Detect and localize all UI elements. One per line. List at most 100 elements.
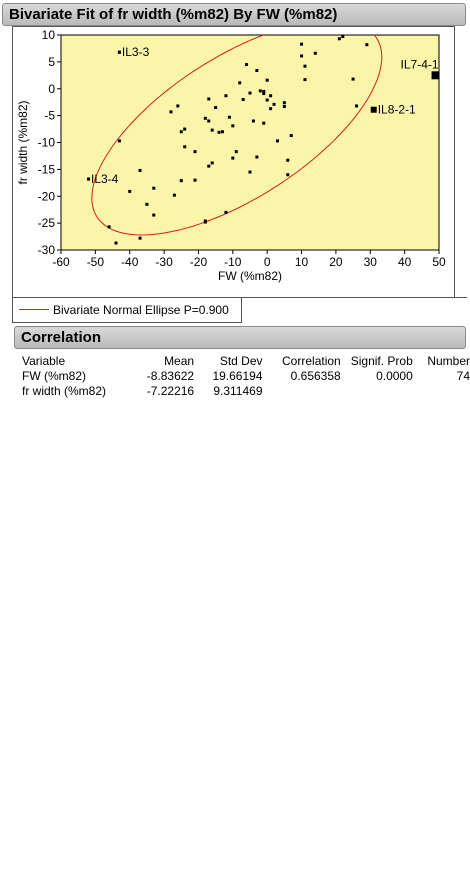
table-cell xyxy=(413,384,470,399)
data-point xyxy=(183,145,187,149)
data-point xyxy=(179,179,183,183)
labeled-data-point xyxy=(370,106,377,113)
table-cell: 74 xyxy=(456,369,470,383)
data-point xyxy=(210,128,214,132)
data-point xyxy=(138,168,142,172)
data-point xyxy=(269,94,273,98)
labeled-data-point xyxy=(117,50,121,54)
data-point xyxy=(262,92,266,96)
data-point xyxy=(251,119,255,123)
x-tick-label: -60 xyxy=(52,255,70,269)
data-point xyxy=(282,101,286,105)
y-tick-label: -15 xyxy=(38,162,56,176)
data-point xyxy=(207,119,211,123)
data-point xyxy=(128,189,132,193)
data-point xyxy=(258,89,262,93)
data-point xyxy=(303,78,307,82)
data-point xyxy=(183,127,187,131)
data-point xyxy=(234,150,238,154)
table-cell: FW (%m82) xyxy=(22,369,86,383)
data-point xyxy=(255,155,259,159)
table-header-row: Variable Mean Std Dev Correlation Signif… xyxy=(22,354,470,369)
data-point xyxy=(282,104,286,108)
table-cell: 0.656358 xyxy=(290,369,341,383)
col-header: Mean xyxy=(164,354,195,368)
data-point xyxy=(275,139,279,143)
y-tick-label: -10 xyxy=(38,136,56,150)
data-point xyxy=(203,219,207,223)
data-point xyxy=(286,158,290,162)
correlation-table: Variable Mean Std Dev Correlation Signif… xyxy=(22,354,470,399)
bivariate-ellipse xyxy=(91,35,383,236)
table-cell: -7.22216 xyxy=(146,384,195,398)
data-point xyxy=(152,213,156,217)
table-row: FW (%m82) -8.83622 19.66194 0.656358 0.0… xyxy=(22,369,470,384)
x-tick-label: 20 xyxy=(329,255,343,269)
x-tick-label: -50 xyxy=(87,255,105,269)
x-tick-label: -20 xyxy=(190,255,208,269)
col-header: Number xyxy=(427,354,470,368)
data-point xyxy=(217,130,221,134)
data-point xyxy=(169,110,173,114)
x-tick-label: 10 xyxy=(295,255,309,269)
correlation-title: Correlation xyxy=(21,329,102,346)
data-point xyxy=(262,89,266,93)
data-point xyxy=(207,164,211,168)
data-point xyxy=(107,225,111,229)
y-tick-label: 0 xyxy=(48,82,55,96)
data-point xyxy=(152,186,156,190)
point-label: IL8-2-1 xyxy=(378,103,416,117)
point-label: IL3-3 xyxy=(122,45,150,59)
table-cell: 0.0000 xyxy=(376,369,413,383)
y-tick-label: -5 xyxy=(44,109,55,123)
data-point xyxy=(255,68,259,72)
labeled-data-point xyxy=(86,177,90,181)
table-cell: -8.83622 xyxy=(146,369,195,383)
ellipse-legend-swatch xyxy=(19,309,49,310)
data-point xyxy=(114,241,118,245)
legend-box: Bivariate Normal Ellipse P=0.900 xyxy=(12,297,242,323)
y-tick-label: -25 xyxy=(38,216,56,230)
data-point xyxy=(300,42,304,46)
x-axis-label: FW (%m82) xyxy=(218,269,282,283)
x-tick-label: 50 xyxy=(432,255,446,269)
y-tick-label: -30 xyxy=(38,243,56,257)
data-point xyxy=(145,202,149,206)
x-tick-label: 0 xyxy=(264,255,271,269)
correlation-header[interactable]: Correlation xyxy=(14,326,466,349)
data-point xyxy=(248,170,252,174)
data-point xyxy=(207,97,211,101)
bivariate-panel-header[interactable]: Bivariate Fit of fr width (%m82) By FW (… xyxy=(2,3,466,26)
y-tick-label: -20 xyxy=(38,189,56,203)
col-header: Variable xyxy=(22,354,66,368)
x-tick-label: 40 xyxy=(398,255,412,269)
table-cell xyxy=(341,384,413,399)
data-point xyxy=(176,104,180,108)
col-header: Signif. Prob xyxy=(350,354,413,368)
data-point xyxy=(224,94,228,98)
data-point xyxy=(193,178,197,182)
plot-area xyxy=(60,34,440,251)
scatter-chart: -60 -50 -40 -30 -20 -10 0 10 20 30 40 50-30-25-20-1… xyxy=(16,28,446,283)
point-label: IL7-4-1 xyxy=(401,57,439,71)
data-point xyxy=(117,139,121,143)
data-point xyxy=(214,106,218,110)
data-point xyxy=(265,78,269,82)
y-axis-label: fr width (%m82) xyxy=(16,100,30,184)
data-point xyxy=(262,121,266,125)
data-point xyxy=(337,37,341,41)
table-cell: 19.66194 xyxy=(212,369,263,383)
data-point xyxy=(172,193,176,197)
ellipse-legend-label: Bivariate Normal Ellipse P=0.900 xyxy=(53,303,229,317)
data-point xyxy=(269,107,273,111)
data-point xyxy=(272,102,276,106)
data-point xyxy=(248,91,252,95)
data-point xyxy=(210,161,214,165)
data-point xyxy=(231,156,235,160)
legend-divider xyxy=(12,297,467,298)
data-point xyxy=(231,124,235,128)
data-point xyxy=(355,104,359,108)
data-point xyxy=(221,130,225,134)
data-point xyxy=(351,77,355,81)
data-point xyxy=(300,54,304,58)
